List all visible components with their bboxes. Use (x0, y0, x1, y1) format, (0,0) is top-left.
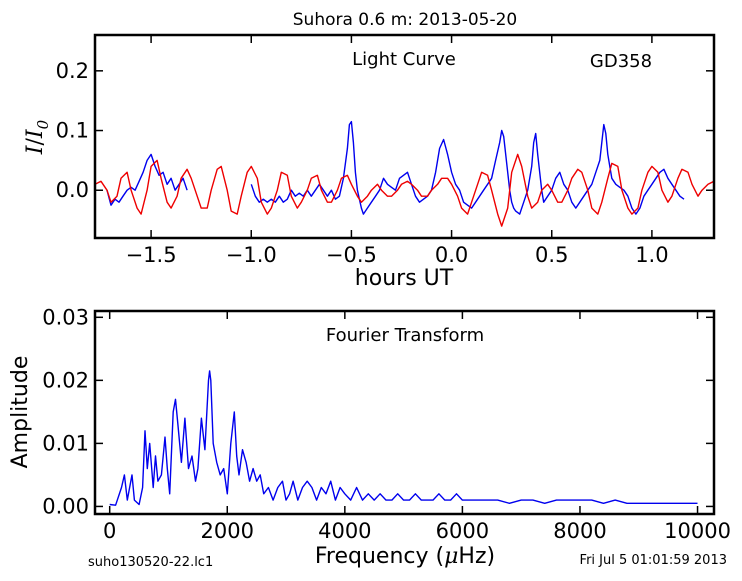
svg-text:I/I0: I/I0 (23, 119, 52, 155)
fourier-frame (93, 309, 716, 516)
x-tick-label: 6000 (436, 519, 489, 543)
footer-timestamp: Fri Jul 5 01:01:59 2013 (580, 553, 727, 568)
ylabel-i: I (23, 144, 48, 155)
fourier-panel: 0 2000 4000 6000 8000 10000 0.00 0.01 0.02 0.03 F… (8, 305, 731, 569)
light-curve-panel: −1.5 −1.0 −0.5 0.0 0.5 1.0 0.0 0.1 0.2 Light Cur… (23, 33, 716, 291)
fourier-xlabel: Frequency (μHz) (315, 544, 495, 569)
x-tick-label: 0 (103, 519, 116, 543)
model-curve-segment-1 (95, 153, 714, 227)
y-tick-label: 0.02 (42, 368, 89, 392)
fourier-plot-area (109, 370, 698, 506)
amplitude-spectrum-line (109, 370, 698, 506)
y-tick-label: 0.01 (42, 431, 89, 455)
x-tick-label: −0.5 (326, 243, 377, 267)
light-curve-title: Light Curve (352, 49, 456, 70)
x-tick-label: 1.0 (635, 243, 668, 267)
y-tick-label: 0.03 (42, 305, 89, 329)
light-curve-xlabel: hours UT (355, 266, 454, 291)
y-tick-label: 0.2 (56, 59, 89, 83)
fourier-axis-ticks: 0 2000 4000 6000 8000 10000 0.00 0.01 0.02 0.03 (42, 305, 731, 543)
x-tick-label: 0.5 (535, 243, 568, 267)
data-curve-segment-2 (250, 120, 685, 215)
x-tick-label: 2000 (201, 519, 254, 543)
x-tick-label: 8000 (553, 519, 606, 543)
page-title: Suhora 0.6 m: 2013-05-20 (293, 10, 517, 30)
light-curve-axis-ticks: −1.5 −1.0 −0.5 0.0 0.5 1.0 0.0 0.1 0.2 (56, 35, 714, 267)
light-curve-annotation: GD358 (590, 51, 652, 72)
light-curve-frame (93, 33, 716, 240)
y-tick-label: 0.0 (56, 178, 89, 202)
ylabel-i0: I (23, 128, 48, 139)
x-tick-label: 4000 (318, 519, 371, 543)
x-tick-label: 0.0 (435, 243, 468, 267)
data-curve-segment-1 (106, 153, 188, 206)
x-tick-label: −1.0 (226, 243, 277, 267)
light-curve-ylabel: I/I0 (23, 119, 52, 155)
footer-filename: suho130520-22.lc1 (88, 555, 213, 570)
y-tick-label: 0.00 (42, 494, 89, 518)
ylabel-subscript: 0 (34, 119, 52, 129)
y-tick-label: 0.1 (56, 119, 89, 143)
x-tick-label: 10000 (664, 519, 731, 543)
fourier-ylabel: Amplitude (8, 356, 33, 469)
fourier-title: Fourier Transform (326, 325, 484, 346)
x-tick-label: −1.5 (126, 243, 177, 267)
light-curve-plot-area (95, 120, 714, 227)
